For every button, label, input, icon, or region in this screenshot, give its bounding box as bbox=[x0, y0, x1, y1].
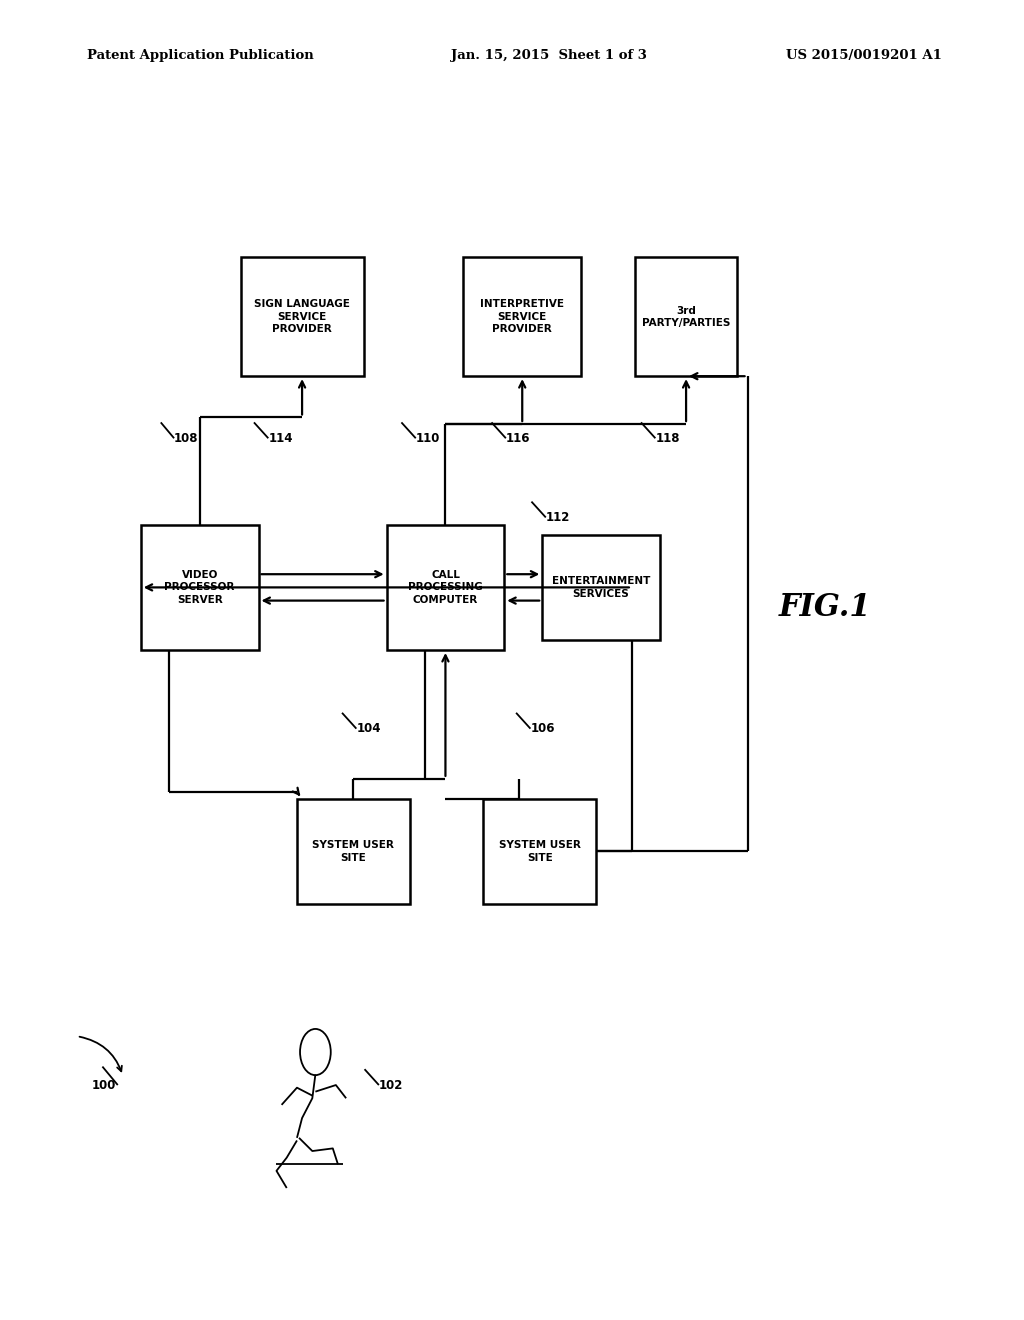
Bar bbox=[241, 257, 364, 376]
Text: 106: 106 bbox=[530, 722, 555, 735]
Text: Jan. 15, 2015  Sheet 1 of 3: Jan. 15, 2015 Sheet 1 of 3 bbox=[451, 49, 646, 62]
Text: VIDEO
PROCESSOR
SERVER: VIDEO PROCESSOR SERVER bbox=[165, 570, 234, 605]
Text: SYSTEM USER
SITE: SYSTEM USER SITE bbox=[499, 841, 581, 862]
Text: 3rd
PARTY/PARTIES: 3rd PARTY/PARTIES bbox=[642, 306, 730, 327]
Text: 110: 110 bbox=[416, 432, 440, 445]
Text: ENTERTAINMENT
SERVICES: ENTERTAINMENT SERVICES bbox=[552, 577, 650, 598]
Bar bbox=[141, 524, 258, 649]
Bar bbox=[387, 524, 504, 649]
Text: 104: 104 bbox=[356, 722, 381, 735]
Text: INTERPRETIVE
SERVICE
PROVIDER: INTERPRETIVE SERVICE PROVIDER bbox=[480, 300, 564, 334]
Bar bbox=[635, 257, 737, 376]
Text: 112: 112 bbox=[546, 511, 570, 524]
Text: 102: 102 bbox=[379, 1078, 403, 1092]
Bar bbox=[463, 257, 582, 376]
Bar bbox=[543, 535, 659, 640]
Text: CALL
PROCESSING
COMPUTER: CALL PROCESSING COMPUTER bbox=[409, 570, 482, 605]
Text: US 2015/0019201 A1: US 2015/0019201 A1 bbox=[786, 49, 942, 62]
Text: SIGN LANGUAGE
SERVICE
PROVIDER: SIGN LANGUAGE SERVICE PROVIDER bbox=[254, 300, 350, 334]
Text: 116: 116 bbox=[506, 432, 530, 445]
Text: Patent Application Publication: Patent Application Publication bbox=[87, 49, 313, 62]
Text: 108: 108 bbox=[174, 432, 199, 445]
Text: FIG.1: FIG.1 bbox=[778, 591, 870, 623]
Text: 114: 114 bbox=[268, 432, 293, 445]
Bar bbox=[297, 799, 410, 904]
Text: SYSTEM USER
SITE: SYSTEM USER SITE bbox=[312, 841, 394, 862]
Text: 118: 118 bbox=[655, 432, 680, 445]
Text: 100: 100 bbox=[92, 1078, 117, 1092]
Bar bbox=[483, 799, 596, 904]
